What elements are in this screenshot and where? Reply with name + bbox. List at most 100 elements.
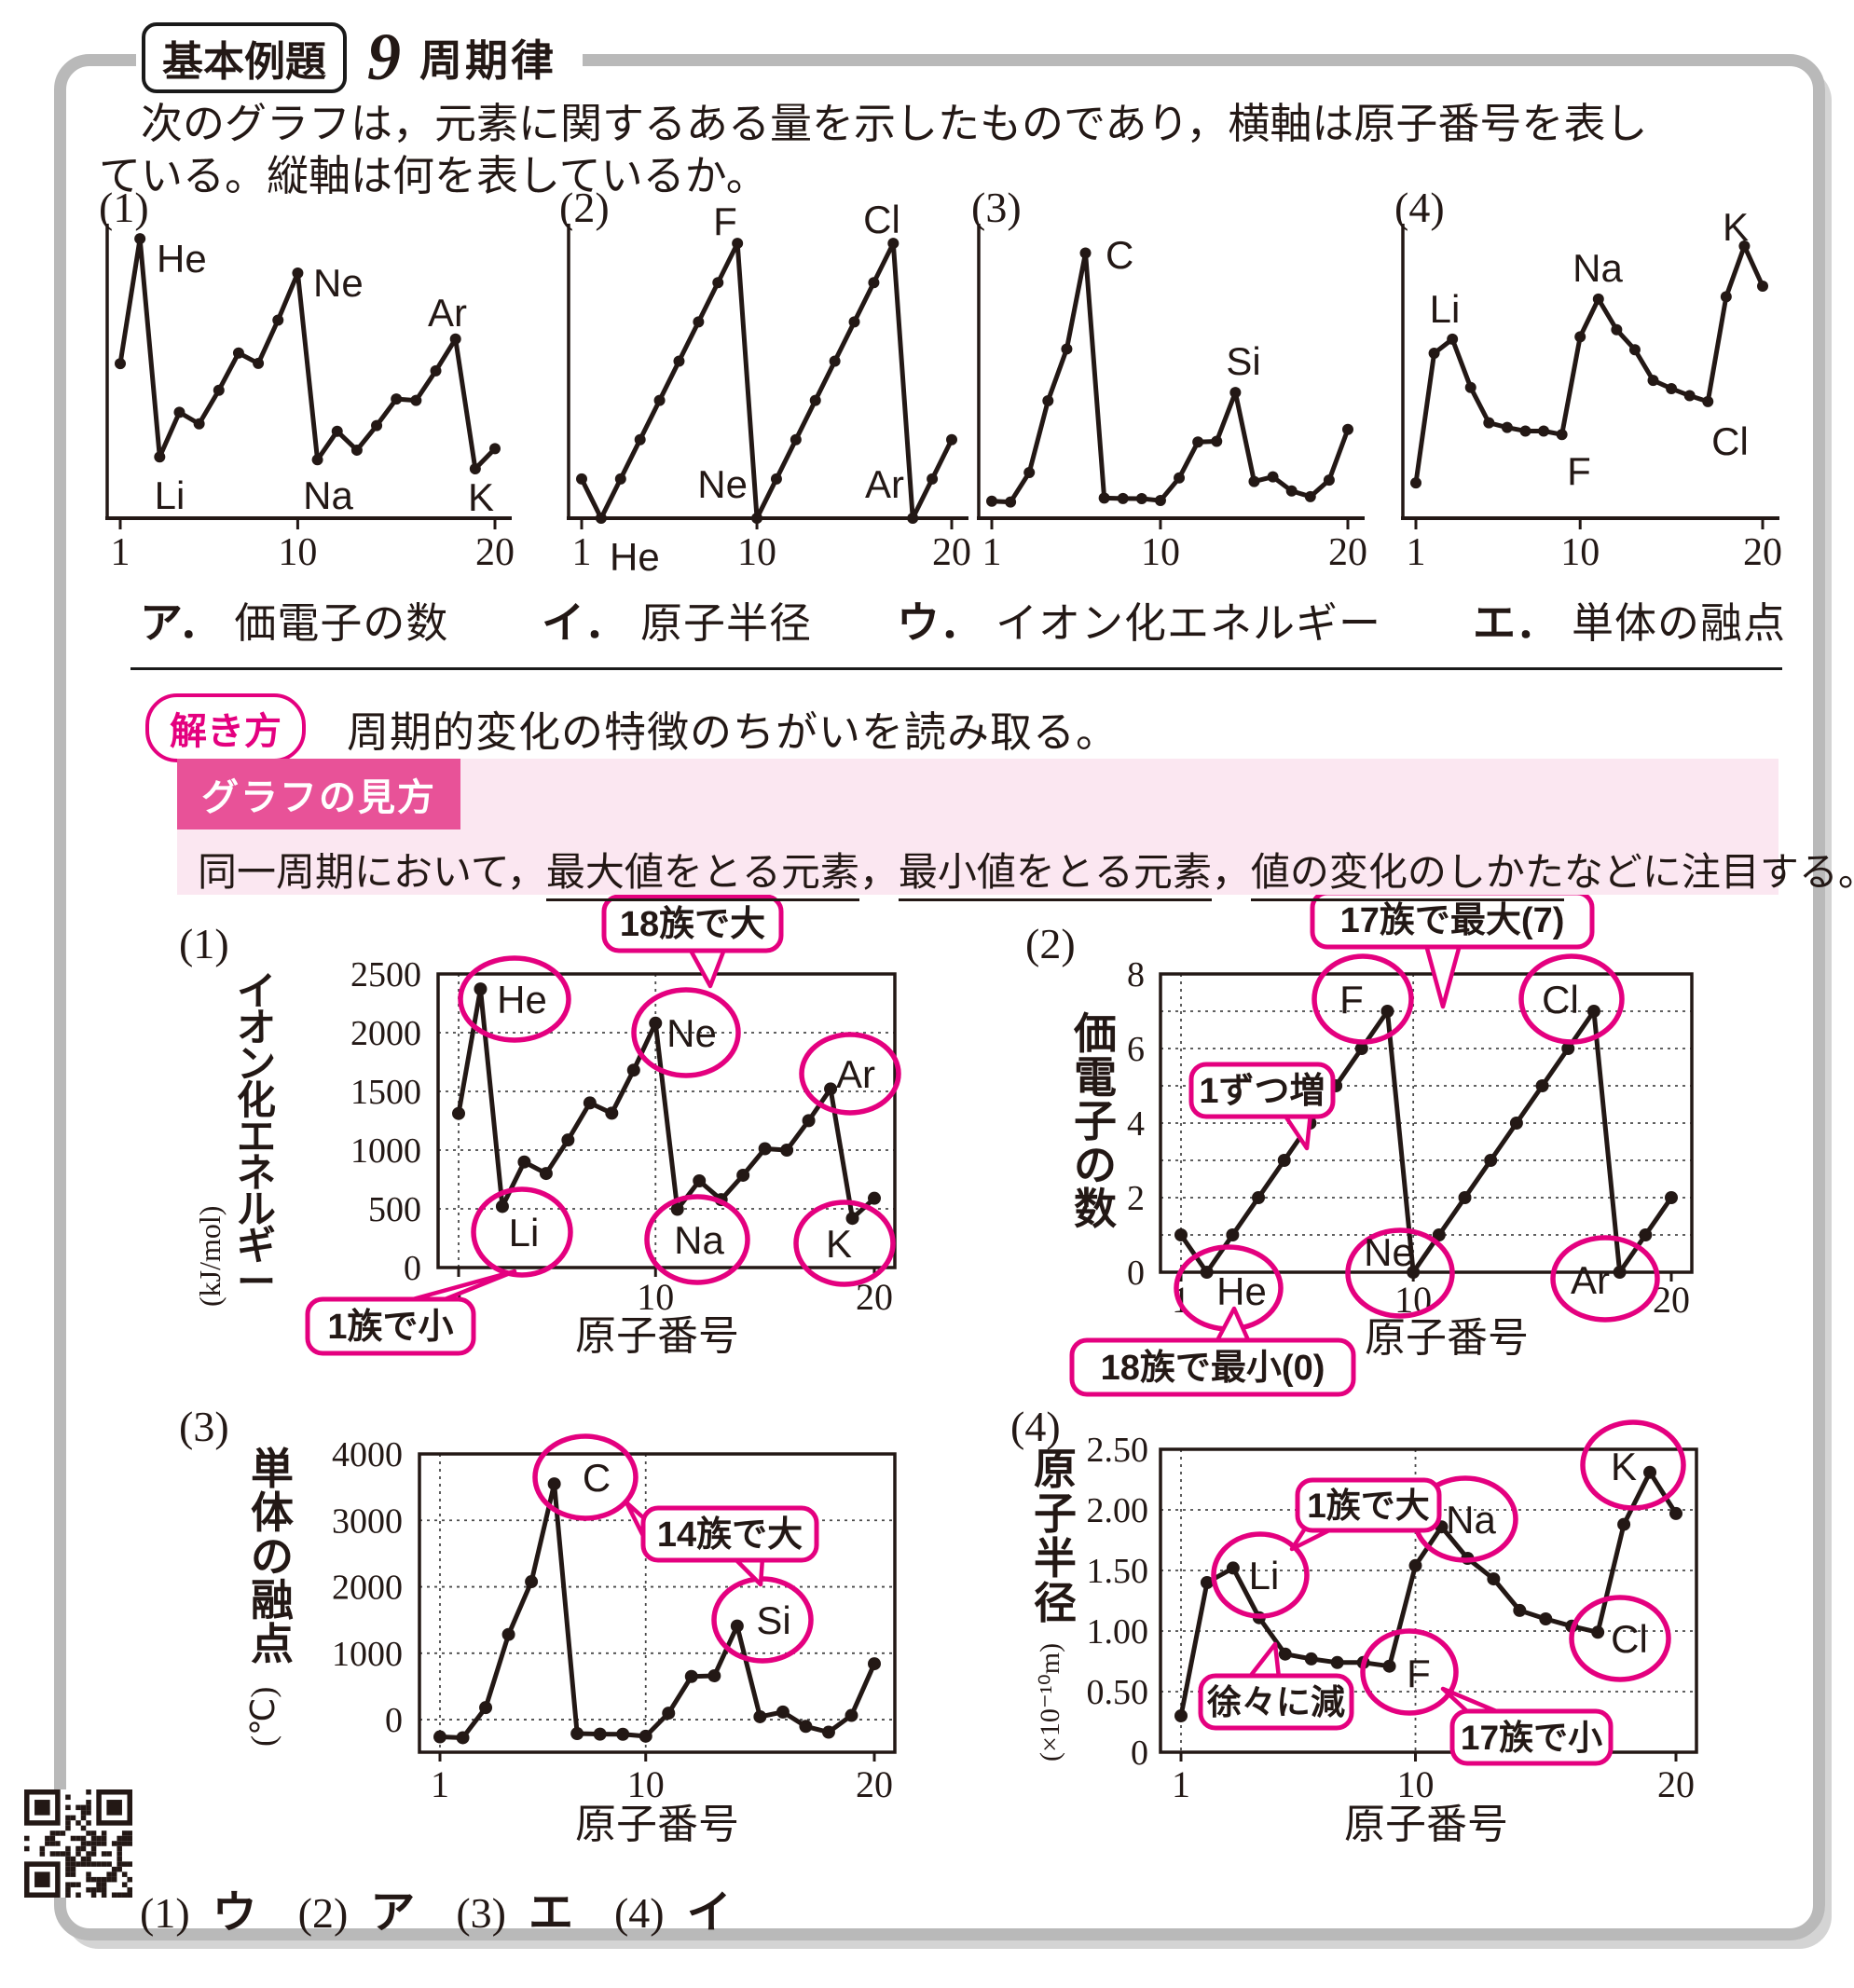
big-chart-1-highlight-circle (644, 1194, 750, 1285)
big-chart-1-y-axis-title: イ (237, 969, 276, 1013)
mini-chart-4-data-point (1410, 477, 1421, 489)
big-chart-3-data-point (501, 1627, 515, 1641)
qr-module (117, 1856, 122, 1862)
big-chart-4-highlight-circle (1569, 1595, 1671, 1682)
big-chart-3-data-point (821, 1725, 835, 1739)
big-chart-4-callout-text: 17族で小 (1461, 1719, 1602, 1757)
mini-chart-3-data-point (1229, 387, 1242, 399)
qr-module (117, 1861, 122, 1867)
big-chart-3-data-point (845, 1708, 858, 1722)
mini-chart-1-data-point (311, 454, 323, 466)
graph-view-keyphrase: 最小値をとる元素 (898, 852, 1212, 901)
qr-module (101, 1876, 107, 1883)
big-chart-2-data-point (1226, 1228, 1240, 1241)
mini-chart-1-data-point (272, 314, 284, 326)
graph-view-tab: グラフの見方 (177, 759, 460, 829)
big-chart-1-data-point (605, 1106, 619, 1120)
big-chart-2-y-tick-label: 8 (1127, 955, 1145, 994)
big-chart-3-y-axis-unit: (℃) (244, 1687, 282, 1747)
qr-module (70, 1856, 76, 1862)
qr-module (121, 1835, 128, 1842)
graph-view-segment: 同一周期において， (198, 852, 546, 895)
big-chart-4-data-point (1513, 1603, 1527, 1617)
qr-module (70, 1815, 76, 1821)
big-chart-1-data-point (780, 1144, 794, 1157)
big-chart-4-y-axis-title: 半 (1034, 1534, 1077, 1583)
mini-chart-2-data-point (673, 355, 685, 367)
qr-module (127, 1841, 132, 1846)
mini-chart-3-data-point (1211, 435, 1223, 447)
mini-chart-3-data-point (1061, 343, 1073, 355)
qr-module (76, 1820, 81, 1826)
big-chart-2-callout-text: 18族で最小(0) (1101, 1349, 1325, 1388)
option-e-key: エ． (1473, 598, 1559, 647)
mini-chart-2-element-label: Ar (865, 462, 904, 506)
big-chart-1-plot-frame (436, 972, 897, 1269)
qr-module (96, 1886, 102, 1893)
qr-module (76, 1861, 81, 1867)
qr-module (127, 1892, 132, 1898)
solution-row: 解き方 周期的変化の特徴のちがいを読み取る。 (145, 693, 1119, 762)
big-chart-2-callout-text: 1ずつ増 (1199, 1072, 1325, 1111)
qr-module (80, 1804, 87, 1811)
answer-3-num: (3) (456, 1889, 506, 1937)
big-chart-4-callout-tail (1246, 1641, 1282, 1680)
mini-chart-1-label: (1) (99, 184, 149, 231)
qr-module (101, 1892, 107, 1898)
qr-module (101, 1830, 107, 1836)
big-chart-2-label: (2) (1025, 920, 1076, 967)
mini-chart-4-element-label: Li (1430, 287, 1461, 331)
mini-chart-2-data-point (946, 433, 957, 446)
answer-row: (1) ウ (2) ア (3) エ (4) イ (140, 1875, 773, 1940)
big-chart-1-data-point (626, 1063, 640, 1077)
big-chart-3-y-tick-label: 0 (385, 1701, 403, 1740)
big-chart-2-highlight-circle (1345, 1227, 1455, 1319)
big-chart-3-y-axis-title: 点 (251, 1620, 294, 1668)
mini-chart-1-element-label: Ne (313, 261, 364, 305)
mini-chart-3-data-point (1079, 247, 1092, 259)
big-chart-2-data-point (1380, 1005, 1394, 1018)
mini-chart-3-label: (3) (971, 184, 1022, 231)
big-chart-4-y-tick-label: 0 (1131, 1734, 1148, 1773)
big-chart-1-element-label: Li (509, 1211, 540, 1254)
mini-chart-3-data-point (1023, 466, 1036, 478)
big-chart-1-callout-box (305, 1296, 476, 1356)
mini-chart-3-data-point (1135, 493, 1147, 505)
big-chart-4-y-tick-label: 1.50 (1087, 1552, 1149, 1591)
option-e: エ． 単体の融点 (1473, 589, 1786, 651)
qr-module (60, 1851, 66, 1857)
graph-view-panel: グラフの見方 同一周期において，最大値をとる元素，最小値をとる元素，値の変化のし… (177, 759, 1854, 901)
mini-chart-1-data-point (410, 394, 422, 406)
big-chart-4-data-point (1591, 1625, 1605, 1639)
qr-module (34, 1800, 50, 1816)
qr-module (96, 1876, 102, 1883)
qr-module (86, 1861, 91, 1867)
mini-chart-1-data-point (154, 451, 166, 463)
mini-chart-4-data-point (1720, 291, 1732, 303)
big-chart-1-data-point (736, 1168, 750, 1182)
qr-module (76, 1804, 81, 1811)
big-chart-1-y-tick-label: 2000 (350, 1014, 421, 1053)
qr-module (65, 1866, 71, 1872)
big-chart-4-y-tick-label: 2.00 (1087, 1491, 1149, 1530)
big-chart-2-data-point (1407, 1266, 1421, 1279)
qr-module (117, 1835, 122, 1842)
big-chart-2-data-point (1639, 1228, 1653, 1241)
mini-chart-1-element-label: Ar (428, 291, 467, 335)
option-a: ア． 価電子の数 (140, 589, 448, 651)
mini-chart-4-data-point (1647, 375, 1659, 387)
mini-chart-1-data-point (213, 384, 225, 396)
mini-chart-1-data-point (350, 444, 363, 456)
big-chart-4-data-point (1200, 1576, 1214, 1589)
qr-module (121, 1882, 128, 1887)
big-chart-4-callout-box (1295, 1477, 1442, 1533)
mini-chart-4-data-point (1483, 417, 1495, 429)
big-chart-4-label: (4) (1010, 1403, 1061, 1450)
answer-1-choice: ウ (212, 1888, 257, 1938)
mini-chart-4-data-point (1574, 331, 1586, 343)
big-chart-3-x-tick-label: 10 (627, 1763, 665, 1805)
big-chart-2-x-axis-title: 原子番号 (1365, 1315, 1529, 1361)
qr-module (70, 1861, 76, 1867)
mini-chart-4-data-point (1628, 344, 1641, 356)
qr-module (106, 1861, 112, 1867)
